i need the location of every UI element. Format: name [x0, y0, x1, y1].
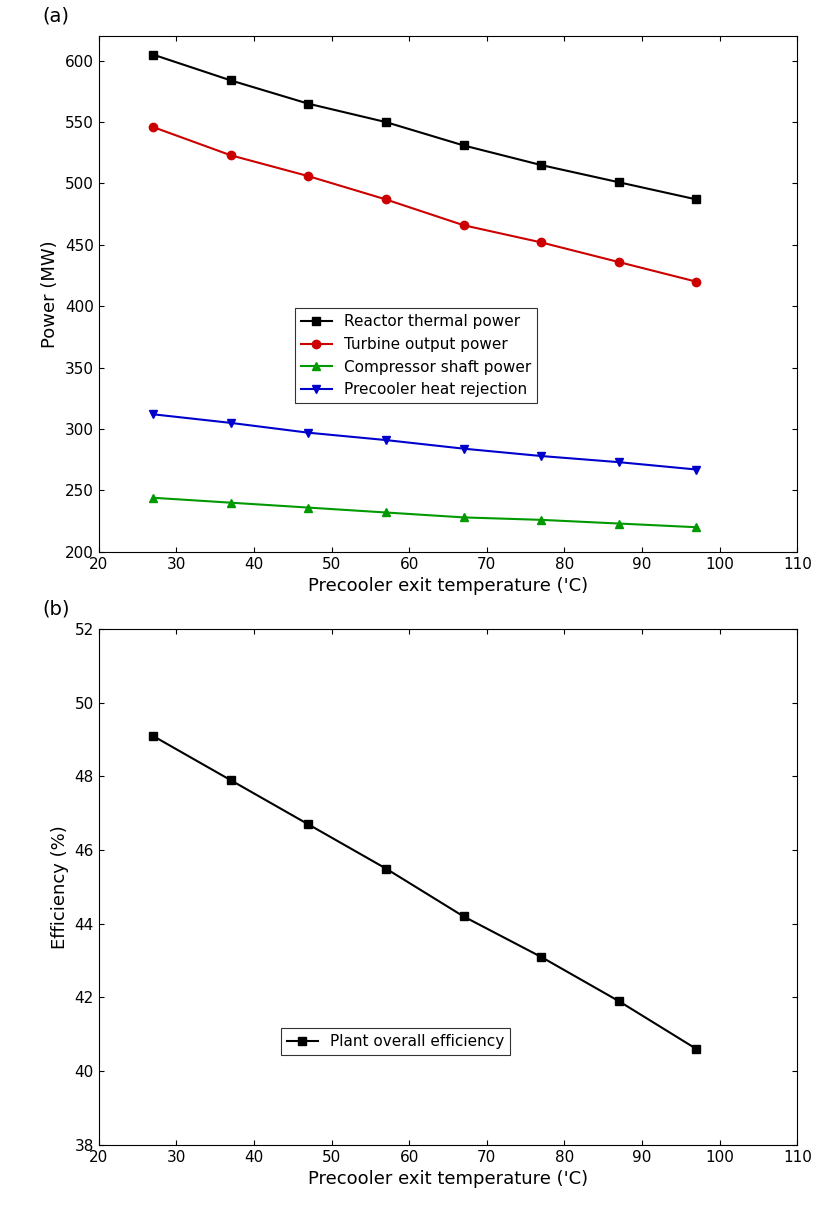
Reactor thermal power — [614, 175, 624, 189]
Line: Turbine output power: Turbine output power — [149, 123, 700, 286]
Y-axis label: Efficiency (%): Efficiency (%) — [51, 825, 69, 948]
Line: Reactor thermal power: Reactor thermal power — [149, 51, 700, 204]
Compressor shaft power — [303, 500, 313, 515]
Line: Precooler heat rejection: Precooler heat rejection — [149, 410, 700, 474]
Precooler heat rejection — [226, 416, 236, 430]
Text: (b): (b) — [43, 600, 70, 619]
Plant overall efficiency — [536, 950, 546, 964]
Reactor thermal power — [381, 114, 390, 129]
X-axis label: Precooler exit temperature ('C): Precooler exit temperature ('C) — [308, 577, 588, 595]
Turbine output power — [614, 254, 624, 269]
Plant overall efficiency — [381, 862, 390, 876]
Precooler heat rejection — [536, 448, 546, 463]
Text: (a): (a) — [43, 7, 70, 25]
Plant overall efficiency — [148, 729, 158, 743]
Turbine output power — [459, 218, 469, 233]
Precooler heat rejection — [381, 433, 390, 447]
Reactor thermal power — [303, 96, 313, 111]
Line: Compressor shaft power: Compressor shaft power — [149, 494, 700, 531]
Plant overall efficiency — [303, 817, 313, 831]
Legend: Plant overall efficiency: Plant overall efficiency — [281, 1028, 510, 1056]
Turbine output power — [691, 275, 701, 289]
Compressor shaft power — [148, 490, 158, 505]
Plant overall efficiency — [614, 994, 624, 1009]
X-axis label: Precooler exit temperature ('C): Precooler exit temperature ('C) — [308, 1170, 588, 1188]
Precooler heat rejection — [614, 455, 624, 470]
Turbine output power — [226, 148, 236, 163]
Compressor shaft power — [614, 516, 624, 530]
Reactor thermal power — [226, 74, 236, 88]
Line: Plant overall efficiency: Plant overall efficiency — [149, 731, 700, 1053]
Precooler heat rejection — [459, 441, 469, 455]
Reactor thermal power — [459, 139, 469, 153]
Precooler heat rejection — [691, 463, 701, 477]
Plant overall efficiency — [226, 772, 236, 787]
Turbine output power — [148, 119, 158, 134]
Compressor shaft power — [226, 495, 236, 510]
Y-axis label: Power (MW): Power (MW) — [41, 240, 59, 348]
Legend: Reactor thermal power, Turbine output power, Compressor shaft power, Precooler h: Reactor thermal power, Turbine output po… — [295, 308, 538, 404]
Compressor shaft power — [381, 505, 390, 519]
Precooler heat rejection — [148, 407, 158, 422]
Plant overall efficiency — [459, 909, 469, 923]
Plant overall efficiency — [691, 1042, 701, 1057]
Reactor thermal power — [148, 47, 158, 61]
Turbine output power — [381, 193, 390, 207]
Precooler heat rejection — [303, 425, 313, 440]
Compressor shaft power — [459, 510, 469, 524]
Reactor thermal power — [536, 158, 546, 172]
Turbine output power — [303, 169, 313, 183]
Turbine output power — [536, 235, 546, 249]
Reactor thermal power — [691, 193, 701, 207]
Compressor shaft power — [536, 512, 546, 527]
Compressor shaft power — [691, 521, 701, 535]
